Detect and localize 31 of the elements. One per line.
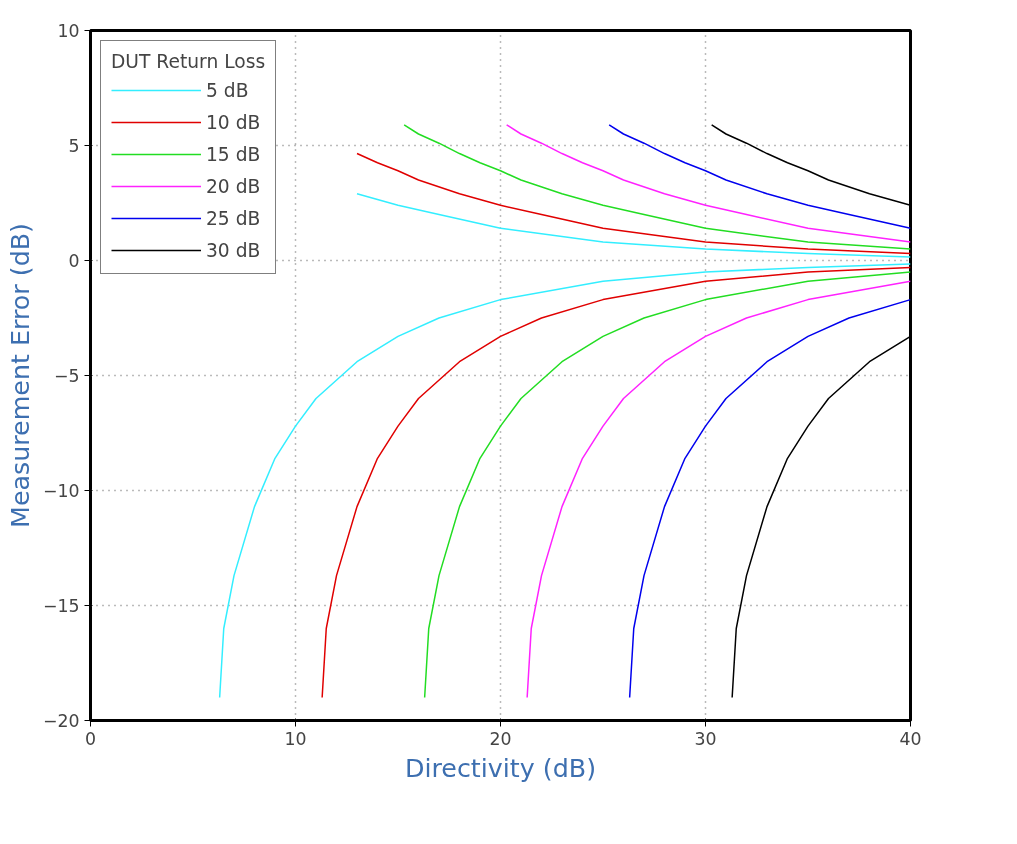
legend-label: 15 dB	[206, 142, 261, 167]
y-tick-label: 0	[68, 251, 80, 271]
x-tick-label: 10	[284, 728, 307, 749]
x-axis-title: Directivity (dB)	[404, 752, 597, 783]
x-tick-label: 20	[489, 728, 512, 749]
legend-label: 30 dB	[206, 238, 261, 263]
line-series	[608, 124, 911, 230]
line-series	[218, 263, 911, 699]
line-series	[423, 271, 911, 699]
y-tick-label: −20	[42, 711, 80, 731]
line-series	[505, 124, 911, 243]
legend-label: 25 dB	[206, 206, 261, 231]
legend-label: 20 dB	[206, 174, 261, 199]
line-series	[356, 193, 911, 258]
x-tick-label: 30	[694, 728, 717, 749]
legend-label: 5 dB	[206, 78, 249, 103]
y-axis-title: Measurement Error (dB)	[4, 223, 35, 528]
y-tick-label: −5	[53, 366, 80, 386]
y-tick-label: 10	[57, 21, 80, 41]
y-tick-label: −10	[42, 481, 80, 501]
legend-title: DUT Return Loss	[111, 51, 266, 72]
line-series	[628, 298, 911, 699]
line-series	[526, 280, 911, 699]
line-series	[321, 266, 911, 699]
y-tick-label: 5	[68, 136, 80, 156]
x-tick-label: 40	[899, 728, 922, 749]
legend-label: 10 dB	[206, 110, 261, 135]
x-tick-label: 0	[84, 728, 97, 749]
line-series	[403, 124, 911, 250]
line-series	[356, 152, 911, 255]
y-tick-label: −15	[42, 596, 80, 616]
